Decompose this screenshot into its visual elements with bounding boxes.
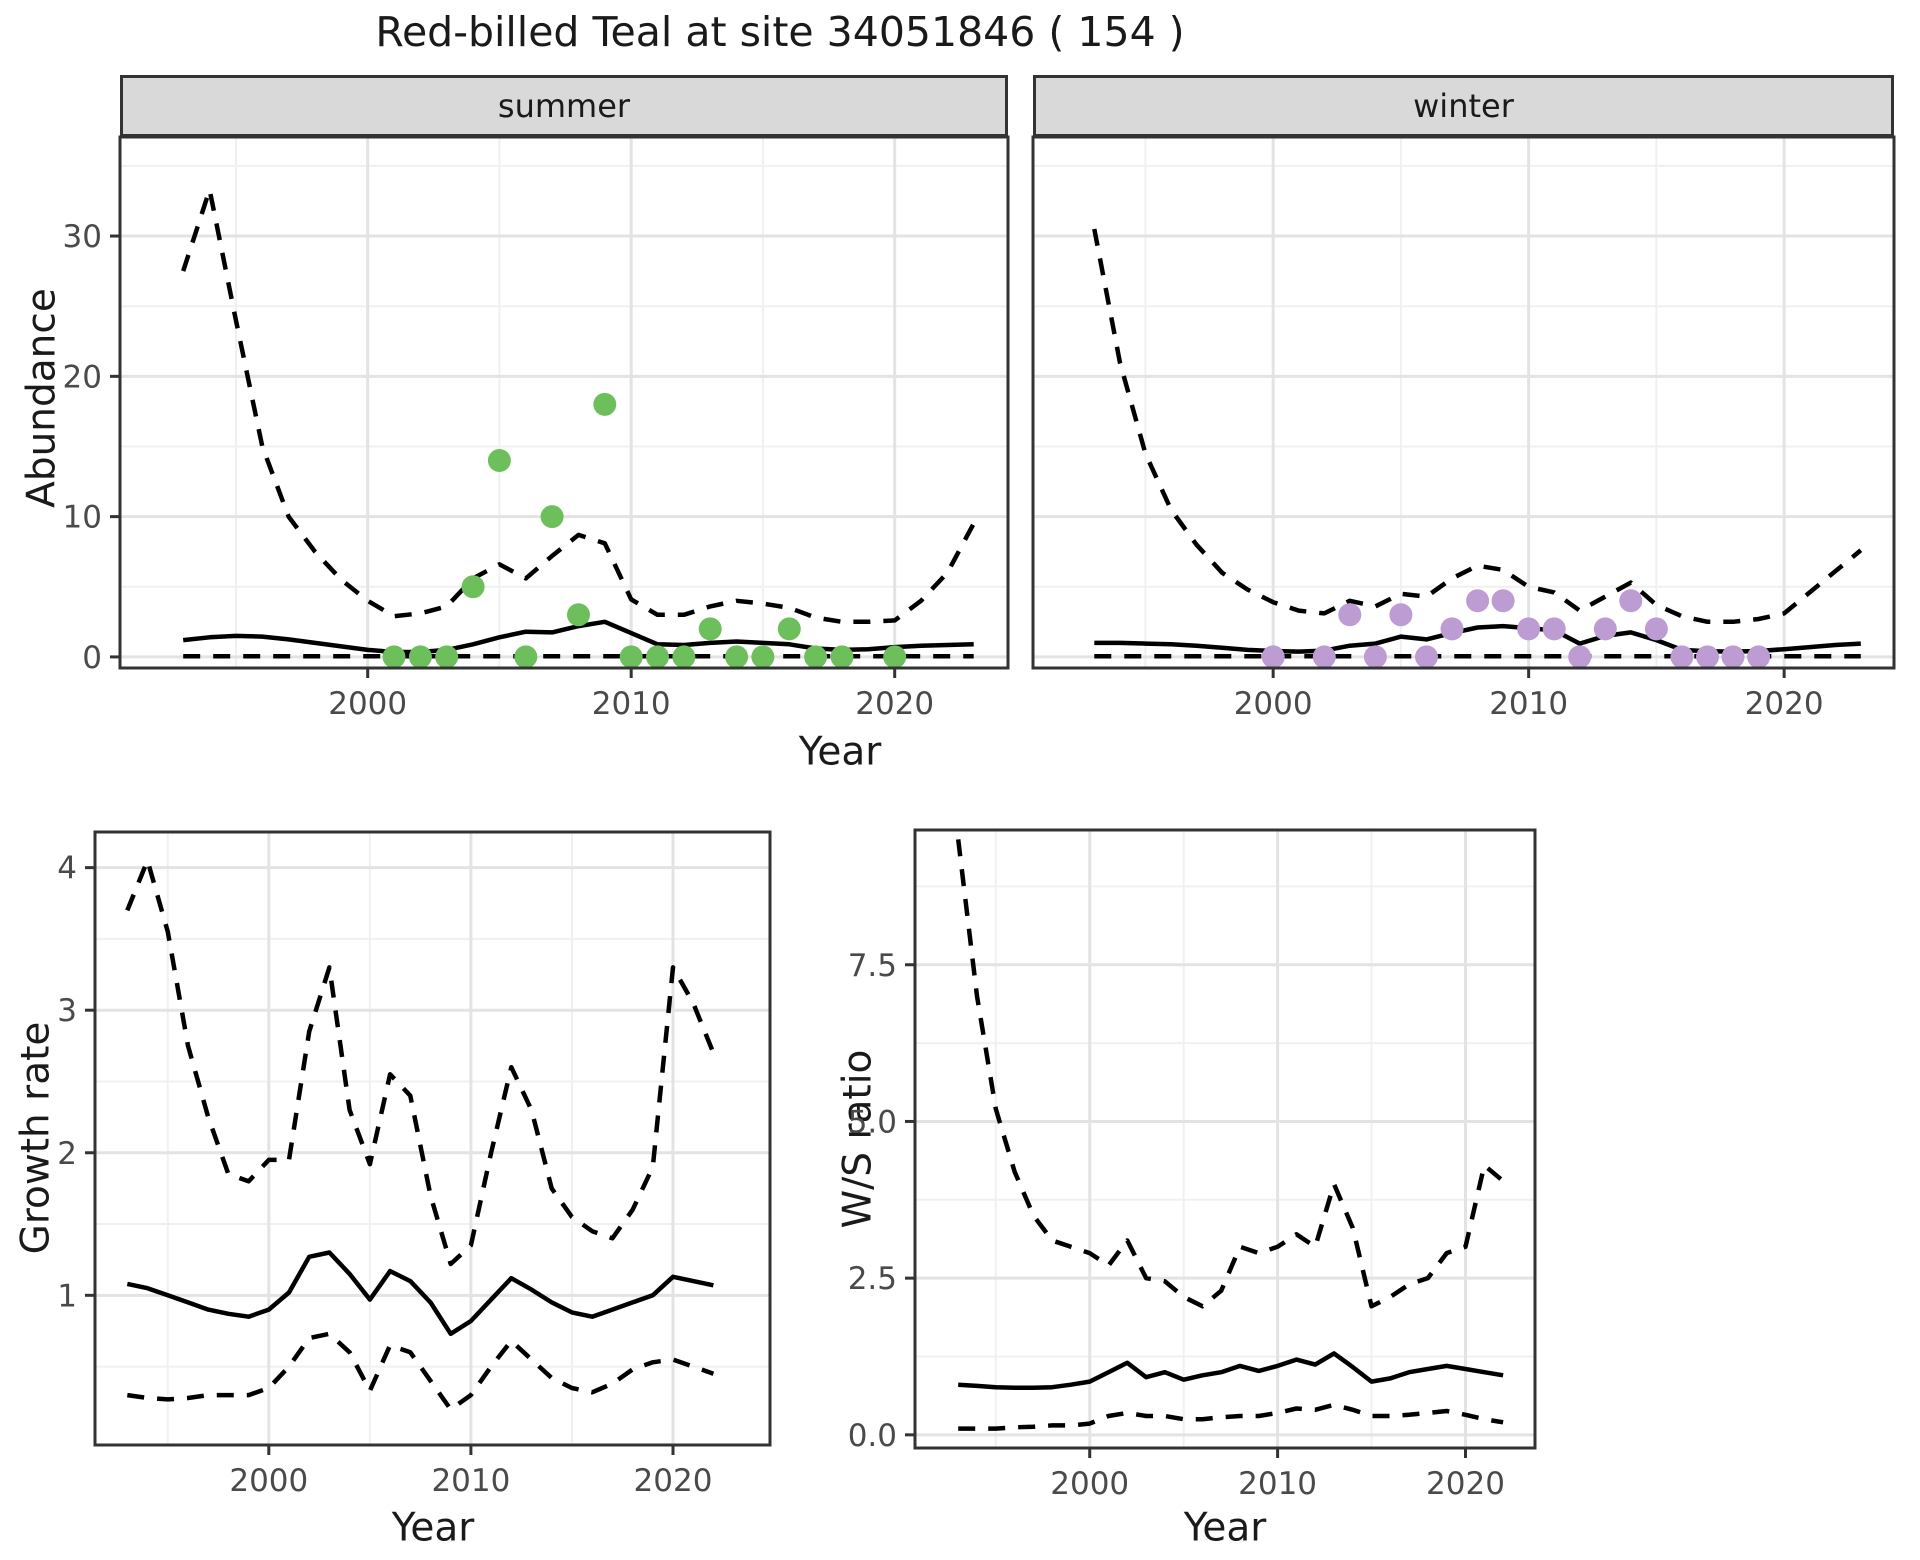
data-point (408, 645, 432, 669)
data-point (514, 645, 538, 669)
x-tick-label: 2000 (229, 1463, 308, 1499)
x-tick-label: 2010 (1489, 686, 1568, 722)
data-point (1593, 617, 1617, 641)
y-tick-label: 0.0 (848, 1418, 897, 1454)
y-axis-title-growth-rate: Growth rate (13, 1021, 59, 1255)
y-tick-label: 30 (63, 219, 102, 255)
observed-points (382, 392, 907, 669)
y-tick-label: 3 (57, 993, 77, 1029)
data-point (382, 645, 406, 669)
y-tick-label: 2.5 (848, 1261, 897, 1297)
data-point (1440, 617, 1464, 641)
growth_rate-chart: 2000 2010 2020 1 2 3 4 (57, 830, 772, 1499)
data-point (883, 645, 907, 669)
y-tick-label: 4 (57, 851, 77, 887)
data-point (830, 645, 854, 669)
y-tick-label: 1 (57, 1278, 77, 1314)
data-point (646, 645, 669, 669)
x-tick-label: 2000 (1050, 1466, 1129, 1502)
x-axis-title-year-top: Year (798, 729, 882, 775)
y-tick-label: 20 (63, 359, 102, 395)
data-point (1670, 645, 1694, 669)
data-point (1466, 589, 1490, 613)
data-point (1721, 645, 1745, 669)
data-point (567, 603, 590, 627)
data-point (1619, 589, 1643, 613)
x-tick-label: 2010 (1238, 1466, 1317, 1502)
x-tick-label: 2020 (1426, 1466, 1505, 1502)
x-tick-label: 2020 (855, 686, 934, 722)
x-tick-label: 2020 (634, 1463, 713, 1499)
ws_ratio-chart: 2000 2010 2020 0.0 2.5 5.0 7.5 (848, 828, 1537, 1502)
data-point (1312, 645, 1336, 669)
data-point (593, 392, 617, 416)
y-tick-label: 10 (63, 500, 102, 536)
data-point (1517, 617, 1541, 641)
y-tick-label: 0 (82, 640, 102, 676)
data-point (487, 449, 511, 472)
x-tick-label: 2010 (431, 1463, 510, 1499)
data-point (1542, 617, 1566, 641)
facet-strip-label: winter (1413, 87, 1514, 125)
data-point (672, 645, 696, 669)
y-tick-label: 2 (57, 1136, 77, 1172)
facet-strip-label: summer (497, 87, 631, 125)
data-point (751, 645, 775, 669)
data-point (1363, 645, 1387, 669)
data-point (1415, 645, 1438, 669)
data-point (1568, 645, 1592, 669)
data-point (1338, 603, 1362, 627)
data-point (1261, 645, 1285, 669)
data-point (1389, 603, 1413, 627)
observed-points (1261, 589, 1771, 669)
data-point (804, 645, 828, 669)
x-tick-label: 2020 (1745, 686, 1824, 722)
data-point (1747, 645, 1771, 669)
data-point (540, 505, 564, 529)
data-point (1491, 589, 1515, 613)
data-point (777, 617, 801, 641)
data-point (1696, 645, 1719, 669)
x-tick-label: 2000 (328, 686, 407, 722)
x-axis-title-year-ws: Year (1183, 1505, 1267, 1551)
data-point (619, 645, 643, 669)
x-tick-label: 2010 (592, 686, 671, 722)
x-axis-title-year-growth: Year (391, 1505, 475, 1551)
y-tick-label: 5.0 (848, 1104, 897, 1140)
data-point (725, 645, 749, 669)
data-point (461, 575, 485, 599)
y-axis-title-abundance: Abundance (19, 288, 65, 508)
data-point (435, 645, 459, 669)
facet-strip-summer: summer (120, 75, 1008, 137)
winter-chart: 2000 2010 2020 (1031, 135, 1896, 722)
facet-strip-winter: winter (1033, 75, 1894, 137)
data-point (698, 617, 722, 641)
summer-chart: 2000 2010 2020 0 10 20 30 (63, 135, 1010, 722)
data-point (1644, 617, 1668, 641)
y-tick-label: 7.5 (848, 948, 897, 984)
x-tick-label: 2000 (1234, 686, 1313, 722)
plot-title: Red-billed Teal at site 34051846 ( 154 ) (375, 8, 1185, 56)
